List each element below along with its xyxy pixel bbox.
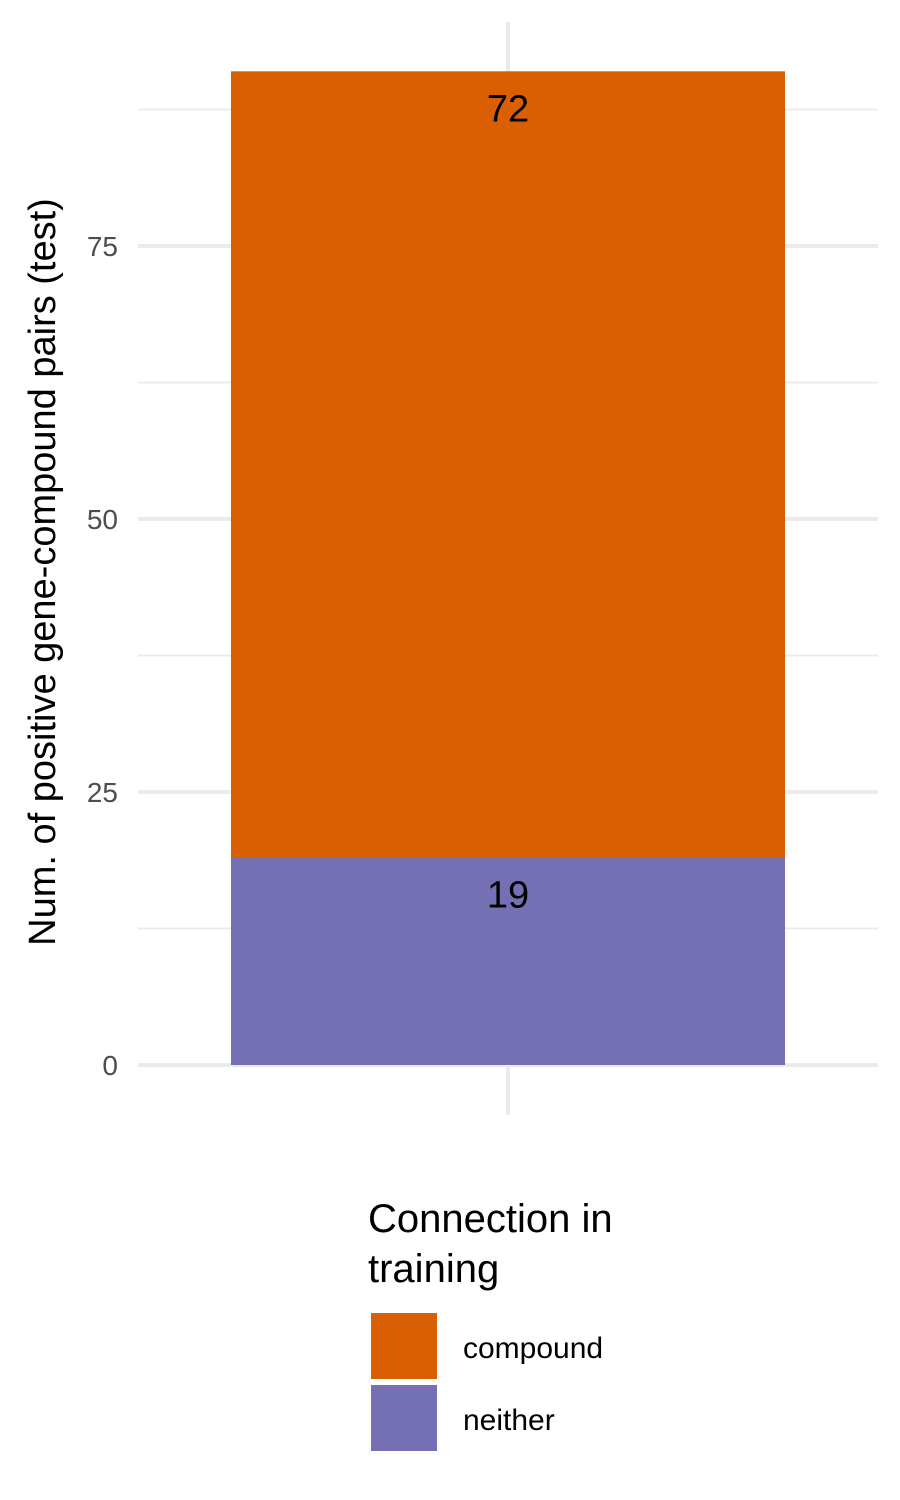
legend-key-neither xyxy=(371,1385,437,1451)
y-tick-label: 0 xyxy=(102,1050,118,1081)
y-axis-ticks: 0 25 50 75 xyxy=(87,231,118,1081)
bar-segment-compound xyxy=(231,71,785,858)
legend-label-compound: compound xyxy=(463,1332,603,1365)
bars-layer xyxy=(231,71,785,1065)
bar-segment-neither xyxy=(231,857,785,1065)
legend-key-compound xyxy=(371,1313,437,1379)
legend-entries: compound neither xyxy=(371,1313,603,1451)
y-tick-label: 25 xyxy=(87,777,118,808)
y-tick-label: 75 xyxy=(87,231,118,262)
legend-label-neither: neither xyxy=(463,1404,555,1437)
data-label-compound: 72 xyxy=(487,88,529,130)
legend-title-line-1: Connection in xyxy=(368,1197,613,1241)
legend: Connection in training compound neither xyxy=(368,1197,613,1451)
data-label-neither: 19 xyxy=(487,875,529,917)
y-axis-label: Num. of positive gene-compound pairs (te… xyxy=(22,198,64,946)
y-tick-label: 50 xyxy=(87,504,118,535)
legend-title-line-2: training xyxy=(368,1247,499,1291)
